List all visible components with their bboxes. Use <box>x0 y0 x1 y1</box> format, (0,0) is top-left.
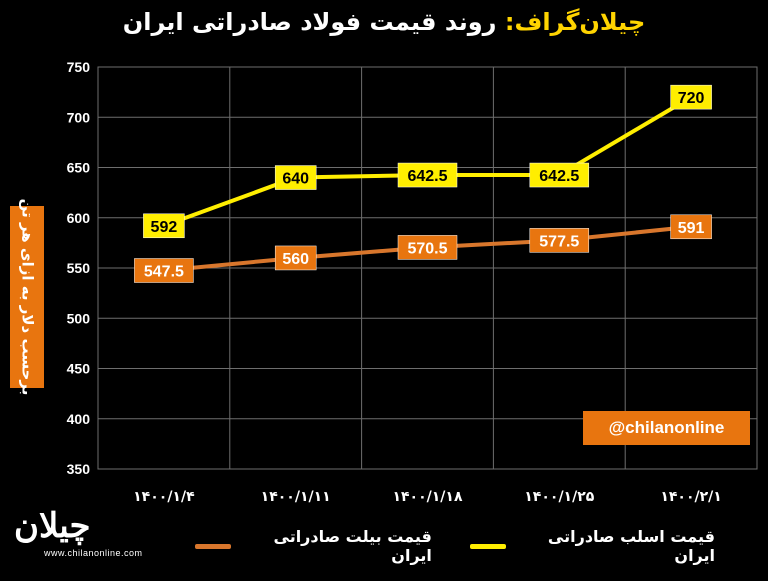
data-label-box <box>274 245 317 271</box>
x-tick-label: ۱۴۰۰/۱/۲۵ <box>524 489 594 505</box>
data-label: 591 <box>678 220 705 237</box>
x-tick-label: ۱۴۰۰/۱/۱۸ <box>392 489 462 505</box>
data-label: 570.5 <box>407 240 447 257</box>
social-handle: @chilanonline <box>608 418 725 437</box>
data-label-box <box>670 84 712 110</box>
y-axis-label: برحسب دلار به ازای هر تن <box>18 198 37 396</box>
data-label-box <box>134 258 194 283</box>
y-tick-label: 750 <box>67 59 91 75</box>
legend-swatch-slab <box>469 543 506 549</box>
data-label: 560 <box>282 251 309 268</box>
legend-item-billet: قیمت بیلت صادراتی ایران <box>195 527 432 565</box>
data-label-box <box>397 162 458 188</box>
y-axis-label-box: برحسب دلار به ازای هر تن <box>10 199 44 395</box>
y-tick-label: 550 <box>67 260 91 276</box>
brand-logo: چیلان www.chilanonline.com <box>6 506 156 562</box>
data-label-box <box>143 213 185 239</box>
x-tick-label: ۱۴۰۰/۱/۴ <box>133 489 195 505</box>
legend-swatch-billet <box>195 543 231 549</box>
data-label: 640 <box>282 171 309 188</box>
data-label: 547.5 <box>144 264 184 281</box>
chart-title: چیلان‌گراف: روند قیمت فولاد صادراتی ایرا… <box>0 8 768 36</box>
data-label-box <box>274 165 317 190</box>
y-tick-label: 600 <box>67 210 91 226</box>
legend-label-slab: قیمت اسلب صادراتی ایران <box>547 527 715 565</box>
y-tick-label: 500 <box>67 310 91 326</box>
data-label-box <box>529 228 590 253</box>
x-tick-label: ۱۴۰۰/۲/۱ <box>660 489 722 505</box>
data-label: 642.5 <box>539 168 579 185</box>
data-label: 592 <box>151 219 178 236</box>
y-tick-label: 700 <box>67 109 91 125</box>
y-tick-label: 400 <box>67 411 91 427</box>
title-brand: چیلان‌گراف: <box>504 8 646 36</box>
logo-url: www.chilanonline.com <box>44 548 143 558</box>
y-tick-label: 450 <box>67 361 91 377</box>
legend-item-slab: قیمت اسلب صادراتی ایران <box>469 527 715 565</box>
data-label: 642.5 <box>407 168 447 185</box>
data-label: 577.5 <box>539 233 579 250</box>
y-tick-label: 650 <box>67 160 91 176</box>
data-label-box <box>670 214 712 240</box>
legend-label-billet: قیمت بیلت صادراتی ایران <box>273 527 432 565</box>
series-line-0 <box>163 95 693 228</box>
title-main: روند قیمت فولاد صادراتی ایران <box>122 8 497 36</box>
data-label-box <box>397 235 458 260</box>
social-handle-badge: @chilanonline <box>583 411 750 445</box>
x-tick-label: ۱۴۰۰/۱/۱۱ <box>261 489 331 505</box>
legend: قیمت اسلب صادراتی ایران قیمت بیلت صادرات… <box>195 527 715 565</box>
data-label-box <box>529 162 590 188</box>
y-tick-label: 350 <box>67 461 91 477</box>
data-label: 720 <box>678 90 705 107</box>
logo-mark: چیلان <box>14 506 93 546</box>
